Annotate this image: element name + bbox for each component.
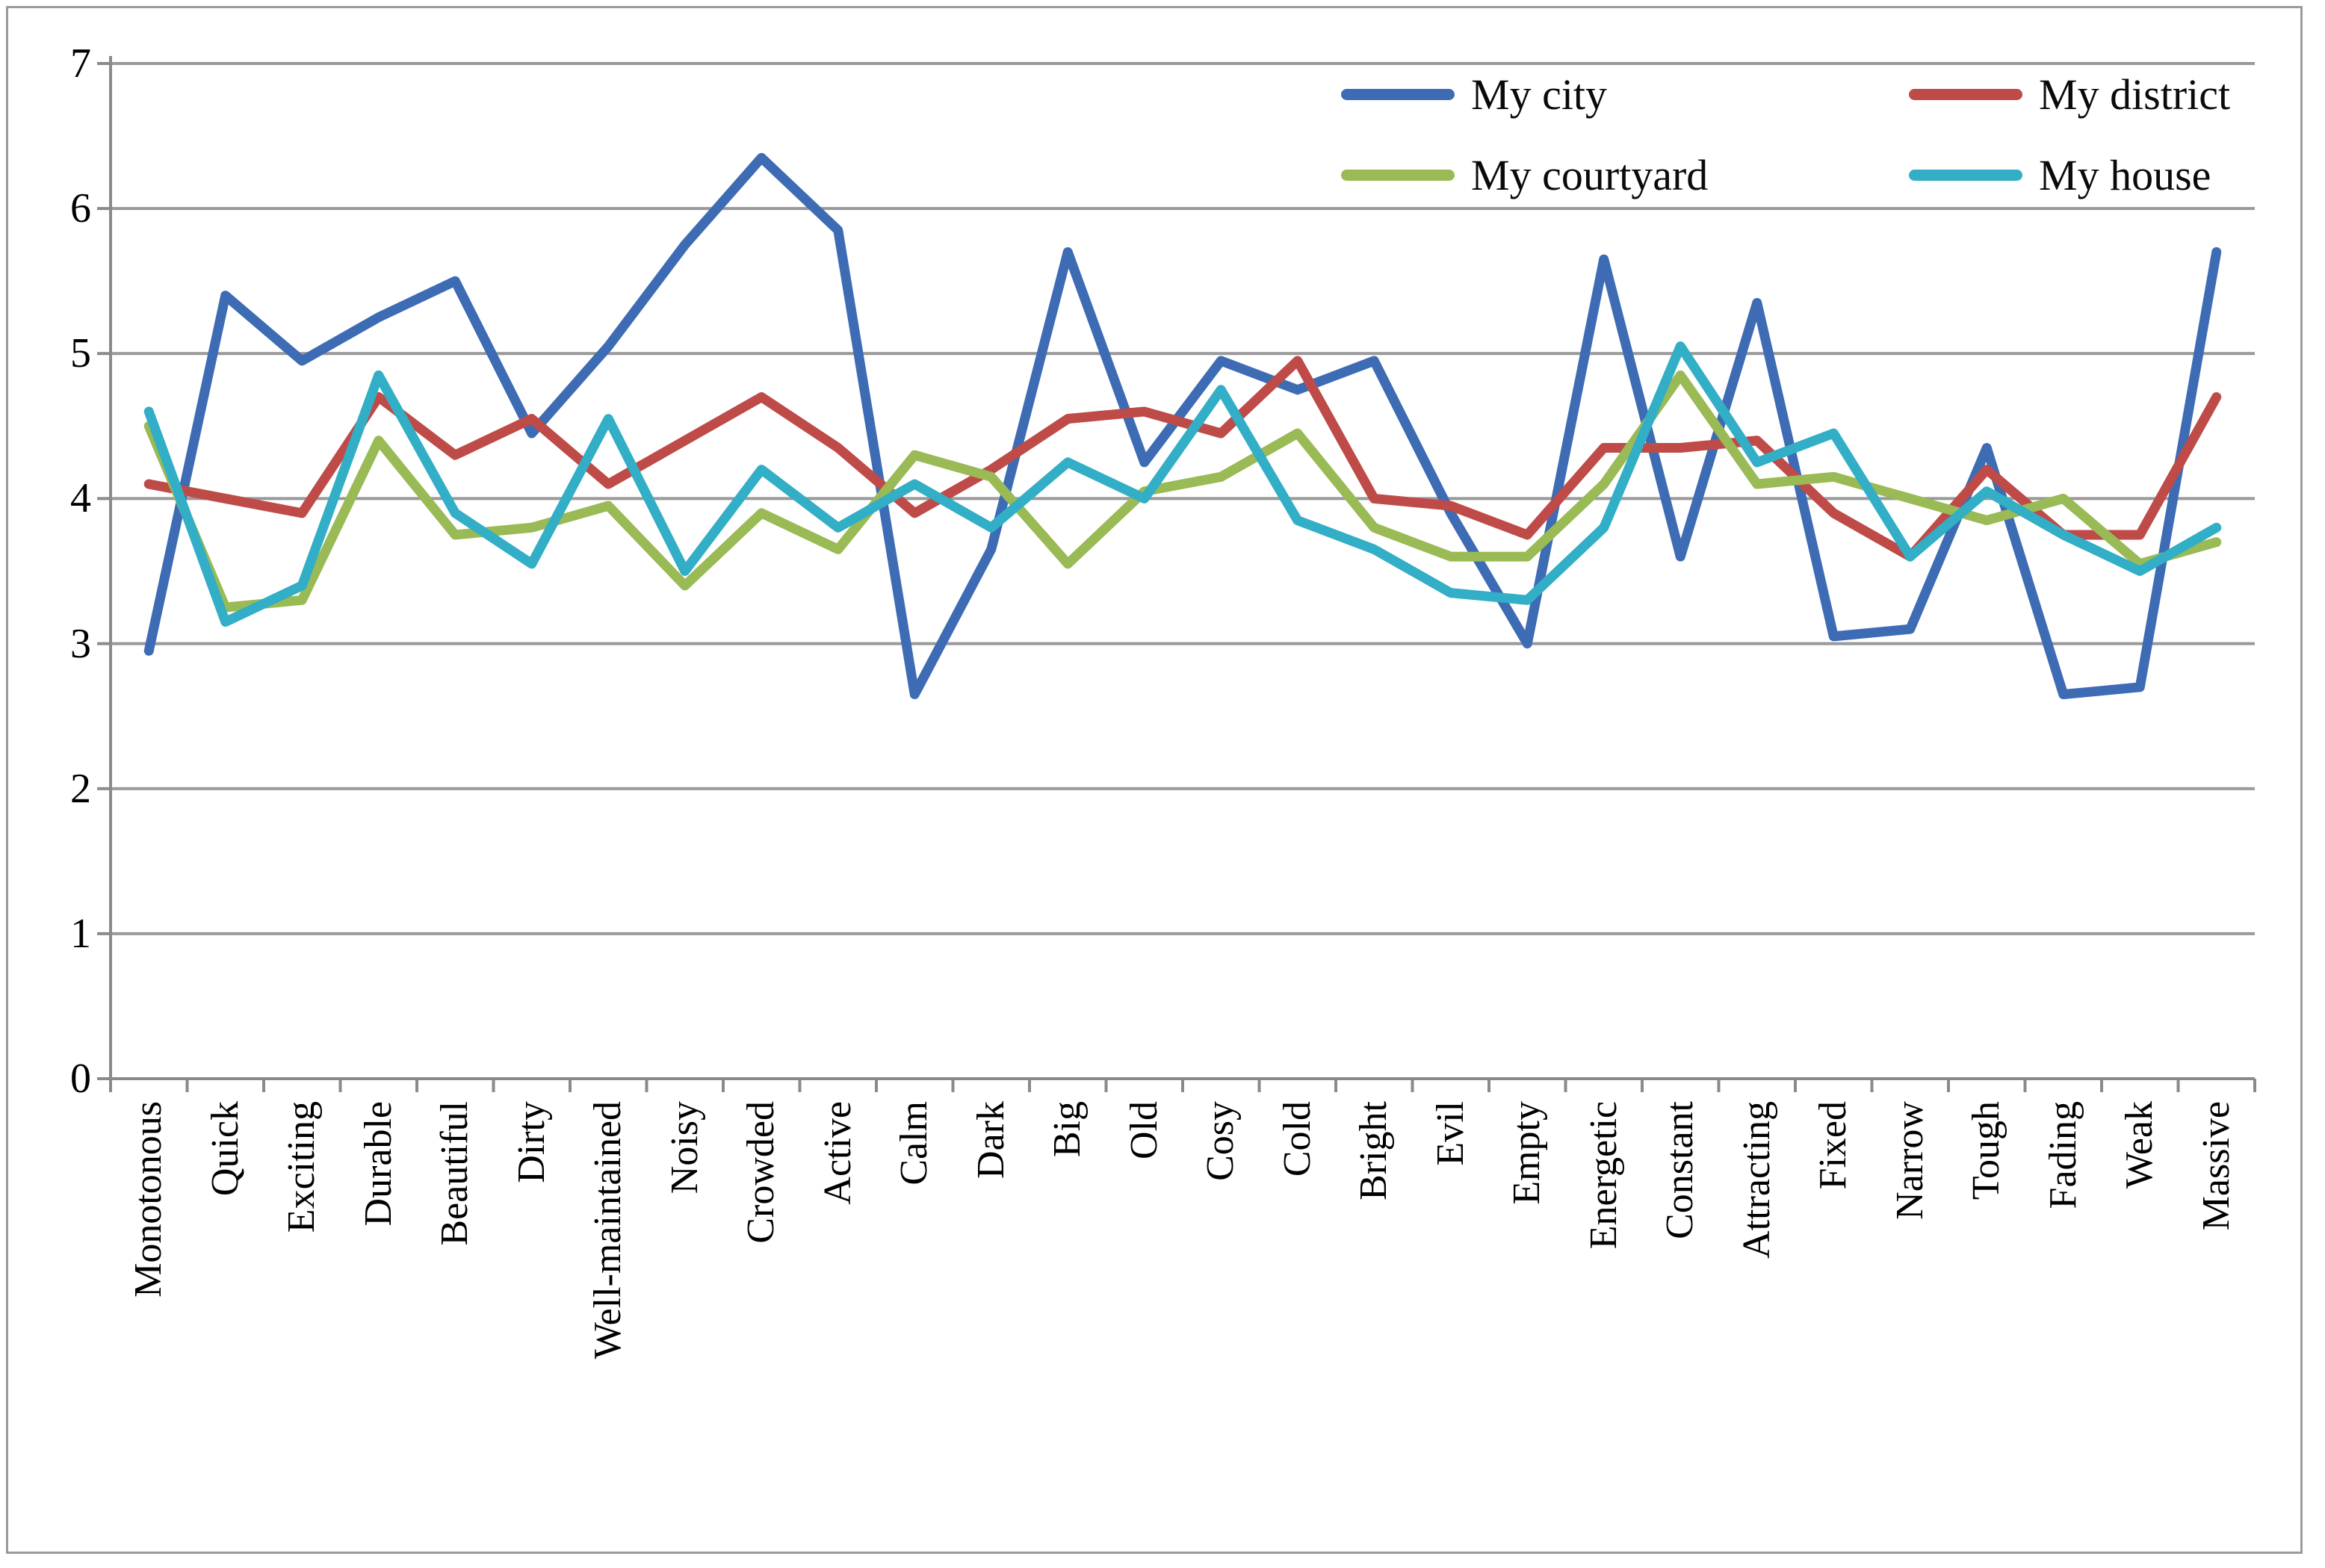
y-tick-label-7: 7 bbox=[70, 40, 91, 87]
x-category-label-weak: Weak bbox=[2118, 1101, 2161, 1189]
x-category-label-noisy: Noisy bbox=[663, 1101, 706, 1194]
x-category-label-active: Active bbox=[816, 1101, 859, 1205]
legend-swatch-my-district bbox=[1909, 88, 2022, 100]
x-category-label-massive: Massive bbox=[2194, 1101, 2238, 1231]
x-category-label-crowded: Crowded bbox=[740, 1101, 783, 1244]
x-category-label-bright: Bright bbox=[1352, 1101, 1396, 1200]
x-category-label-fixed: Fixed bbox=[1812, 1101, 1855, 1190]
x-category-label-exciting: Exciting bbox=[280, 1101, 323, 1233]
x-category-label-narrow: Narrow bbox=[1888, 1101, 1931, 1220]
legend-swatch-my-house bbox=[1909, 169, 2022, 181]
x-category-label-monotonous: Monotonous bbox=[127, 1101, 170, 1298]
x-category-label-cold: Cold bbox=[1275, 1101, 1319, 1177]
legend-item-my-courtyard: My courtyard bbox=[1341, 140, 1909, 209]
x-category-label-old: Old bbox=[1122, 1101, 1165, 1159]
legend-item-my-district: My district bbox=[1909, 60, 2230, 128]
y-tick-label-1: 1 bbox=[70, 910, 91, 957]
x-category-label-calm: Calm bbox=[893, 1101, 936, 1186]
x-category-label-cosy: Cosy bbox=[1199, 1101, 1242, 1181]
series-line-my-city bbox=[143, 152, 2222, 700]
legend-label-my-house: My house bbox=[2039, 150, 2211, 199]
x-category-label-attracting: Attracting bbox=[1735, 1101, 1778, 1259]
x-category-label-fading: Fading bbox=[2041, 1101, 2084, 1209]
x-category-label-dirty: Dirty bbox=[510, 1101, 553, 1183]
y-tick-label-6: 6 bbox=[70, 185, 91, 232]
legend-swatch-my-courtyard bbox=[1341, 169, 1455, 181]
legend-label-my-courtyard: My courtyard bbox=[1471, 150, 1709, 199]
legend-item-my-house: My house bbox=[1909, 140, 2230, 209]
y-tick-label-5: 5 bbox=[70, 330, 91, 377]
series-lines bbox=[143, 152, 2222, 700]
x-category-label-quick: Quick bbox=[203, 1101, 247, 1197]
chart-frame bbox=[6, 6, 2303, 1554]
y-tick-label-4: 4 bbox=[70, 475, 91, 522]
series-line-my-house bbox=[143, 341, 2222, 627]
legend-label-my-district: My district bbox=[2039, 69, 2231, 119]
y-tick-label-3: 3 bbox=[70, 620, 91, 667]
x-category-label-constant: Constant bbox=[1659, 1101, 1702, 1239]
legend-swatch-my-city bbox=[1341, 88, 1455, 100]
legend-item-my-city: My city bbox=[1341, 60, 1909, 128]
x-category-label-tough: Tough bbox=[1965, 1101, 2008, 1200]
x-category-label-evil: Evil bbox=[1428, 1101, 1472, 1166]
x-category-label-durable: Durable bbox=[356, 1101, 400, 1227]
legend: My city My district My courtyard My house bbox=[1341, 60, 2230, 209]
y-tick-label-2: 2 bbox=[70, 765, 91, 812]
x-category-label-energetic: Energetic bbox=[1582, 1101, 1625, 1250]
x-category-label-big: Big bbox=[1046, 1101, 1089, 1158]
x-category-label-dark: Dark bbox=[969, 1101, 1012, 1179]
x-category-label-empty: Empty bbox=[1505, 1101, 1549, 1205]
axis-ticks bbox=[97, 62, 2256, 1092]
series-line-my-district bbox=[143, 356, 2222, 562]
x-category-label-beautiful: Beautiful bbox=[433, 1101, 477, 1246]
axes bbox=[109, 56, 2255, 1080]
legend-label-my-city: My city bbox=[1471, 69, 1608, 119]
x-category-label-well-maintained: Well-maintained bbox=[586, 1101, 630, 1360]
y-tick-label-0: 0 bbox=[70, 1056, 91, 1102]
